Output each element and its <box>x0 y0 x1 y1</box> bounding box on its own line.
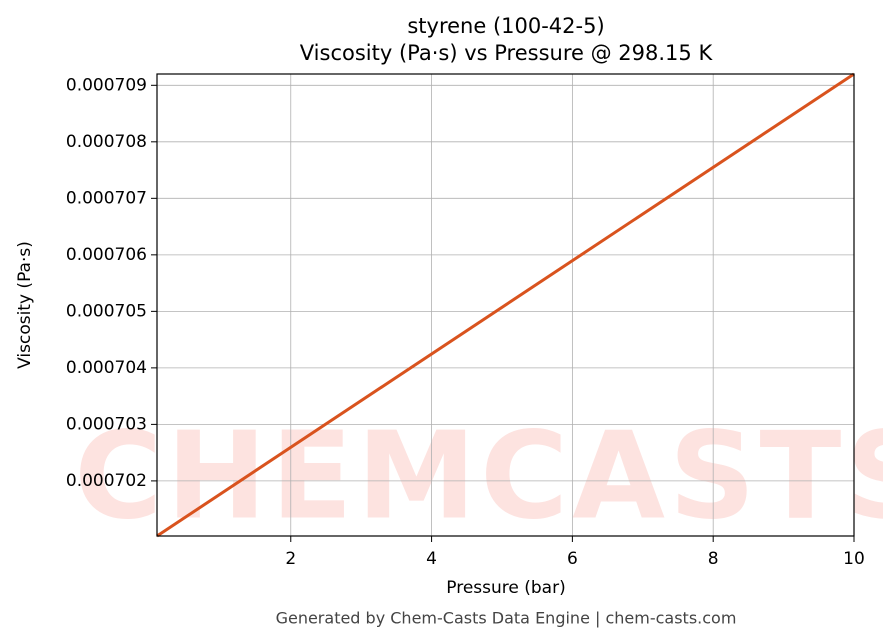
chart-title: styrene (100-42-5) <box>407 14 604 38</box>
y-tick-label: 0.000704 <box>66 358 147 378</box>
y-tick-label: 0.000702 <box>66 471 147 491</box>
y-tick-label: 0.000706 <box>66 245 147 265</box>
line-series <box>156 72 855 538</box>
x-tick-label: 2 <box>285 549 296 569</box>
y-tick-label: 0.000703 <box>66 414 147 434</box>
chart-subtitle: Viscosity (Pa·s) vs Pressure @ 298.15 K <box>300 41 714 65</box>
y-tick-label: 0.000705 <box>66 301 147 321</box>
x-tick-label: 8 <box>708 549 719 569</box>
x-axis-label: Pressure (bar) <box>446 578 565 598</box>
y-axis-label: Viscosity (Pa·s) <box>15 241 35 369</box>
y-tick-label: 0.000709 <box>66 75 147 95</box>
footer: Generated by Chem-Casts Data Engine | ch… <box>276 609 737 628</box>
x-tick-label: 6 <box>567 549 578 569</box>
y-tick-label: 0.000708 <box>66 132 147 152</box>
plot-frame <box>156 73 855 537</box>
watermark: CHEMCASTS <box>74 408 883 547</box>
x-tick-label: 4 <box>426 549 437 569</box>
x-tick-label: 10 <box>843 549 865 569</box>
y-tick-label: 0.000707 <box>66 188 147 208</box>
